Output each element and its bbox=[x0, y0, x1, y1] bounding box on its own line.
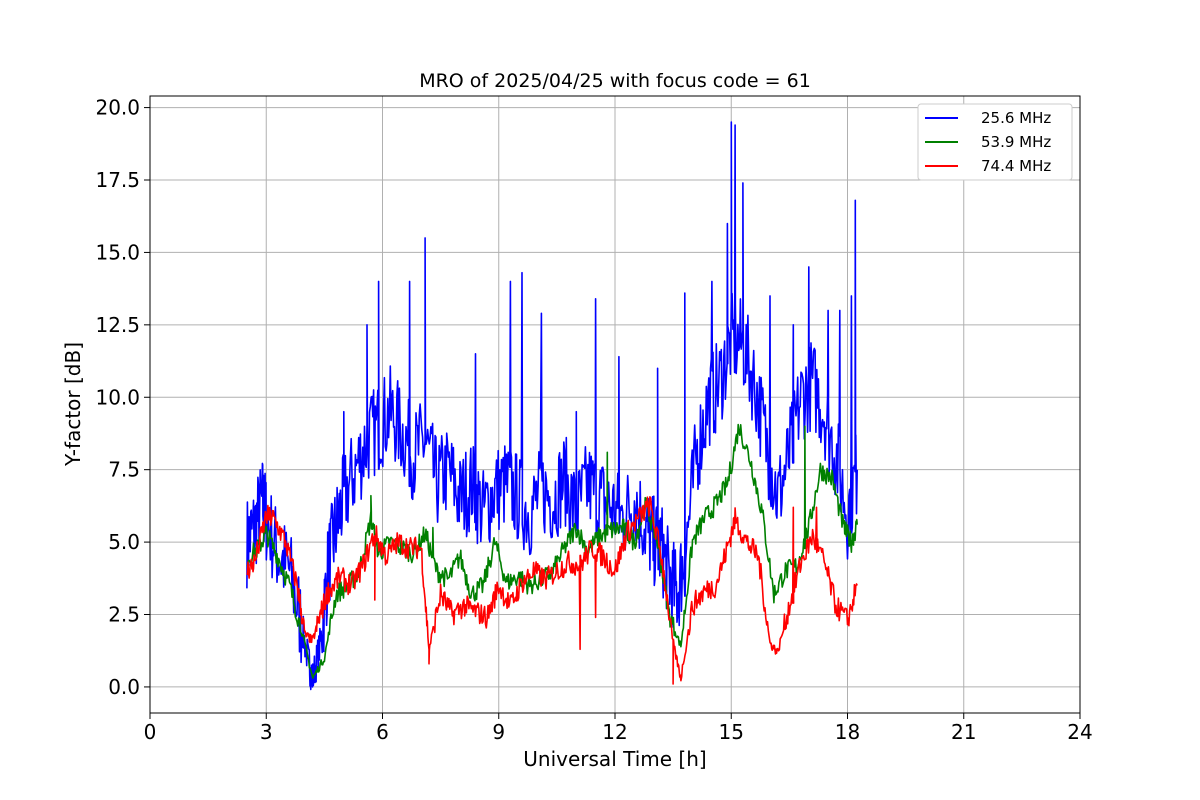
y-tick-label: 0.0 bbox=[108, 675, 140, 699]
x-tick-label: 18 bbox=[835, 720, 860, 744]
y-tick-label: 12.5 bbox=[95, 313, 140, 337]
series-group bbox=[246, 121, 858, 691]
y-tick-label: 15.0 bbox=[95, 240, 140, 264]
y-tick-label: 2.5 bbox=[108, 603, 140, 627]
x-tick-label: 0 bbox=[144, 720, 157, 744]
y-axis: 0.0 2.5 5.0 7.5 10.0 12.5 15.0 17.5 20.0 bbox=[95, 96, 150, 699]
series-line-25_6-MHz bbox=[246, 121, 858, 691]
x-tick-label: 9 bbox=[492, 720, 505, 744]
x-tick-label: 24 bbox=[1067, 720, 1092, 744]
x-axis-label: Universal Time [h] bbox=[523, 747, 706, 771]
legend-label: 53.9 MHz bbox=[981, 133, 1051, 151]
chart-title: MRO of 2025/04/25 with focus code = 61 bbox=[419, 70, 811, 92]
x-tick-label: 15 bbox=[719, 720, 744, 744]
y-tick-label: 10.0 bbox=[95, 385, 140, 409]
legend-label: 25.6 MHz bbox=[981, 109, 1051, 127]
y-tick-label: 7.5 bbox=[108, 458, 140, 482]
x-tick-label: 21 bbox=[951, 720, 976, 744]
legend: 25.6 MHz 53.9 MHz 74.4 MHz bbox=[917, 103, 1073, 181]
y-axis-label: Y-factor [dB] bbox=[61, 342, 85, 467]
legend-box bbox=[917, 103, 1073, 181]
y-tick-label: 17.5 bbox=[95, 168, 140, 192]
x-tick-label: 12 bbox=[602, 720, 627, 744]
y-tick-label: 20.0 bbox=[95, 96, 140, 120]
y-tick-label: 5.0 bbox=[108, 530, 140, 554]
x-tick-label: 3 bbox=[260, 720, 273, 744]
series-line-74_4-MHz bbox=[246, 496, 858, 685]
x-tick-label: 6 bbox=[376, 720, 389, 744]
legend-label: 74.4 MHz bbox=[981, 157, 1051, 175]
x-axis: 0 3 6 9 12 15 18 21 24 bbox=[144, 713, 1093, 744]
